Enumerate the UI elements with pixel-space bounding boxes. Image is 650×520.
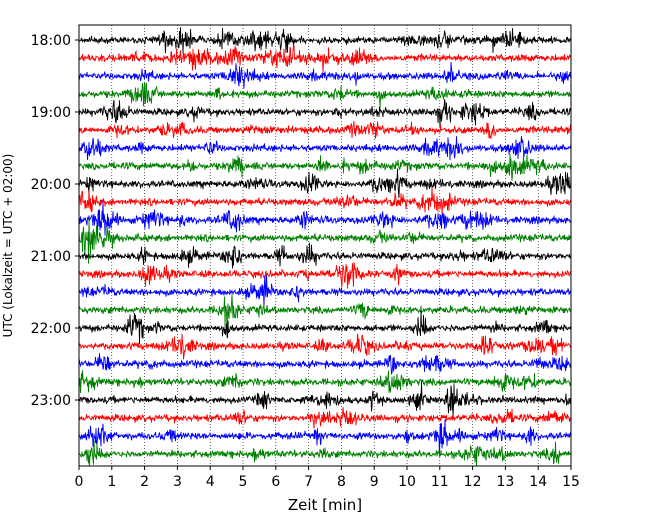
trace-group (79, 27, 571, 466)
x-tick-label: 10 (398, 474, 416, 490)
x-tick-label: 8 (337, 474, 346, 490)
y-tick-label: 19:00 (31, 105, 71, 121)
x-tick-label: 11 (431, 474, 449, 490)
seismic-trace (79, 440, 571, 466)
seismic-trace (79, 61, 571, 89)
x-axis-label: Zeit [min] (288, 496, 362, 514)
x-tick-label: 5 (239, 474, 248, 490)
x-tick-label: 0 (75, 474, 84, 490)
x-tick-label: 12 (464, 474, 482, 490)
seismic-trace (79, 219, 571, 264)
x-tick-label: 13 (496, 474, 514, 490)
seismic-trace (79, 186, 571, 214)
y-tick-label: 20:00 (31, 177, 71, 193)
seismic-trace (79, 136, 571, 161)
x-tick-label: 6 (271, 474, 280, 490)
seismic-trace (79, 294, 571, 331)
plot-frame (78, 24, 572, 467)
seismic-trace (79, 407, 571, 429)
seismic-trace (79, 200, 571, 236)
seismic-trace (79, 153, 571, 181)
x-tick-label: 9 (370, 474, 379, 490)
seismic-trace (79, 262, 571, 289)
y-tick-label: 22:00 (31, 321, 71, 337)
seismic-trace (79, 242, 571, 269)
seismic-trace (79, 82, 571, 109)
y-tick-label: 18:00 (31, 33, 71, 49)
seismic-trace (79, 120, 571, 139)
seismic-trace (79, 27, 571, 54)
x-tick-label: 1 (107, 474, 116, 490)
seismic-trace (79, 274, 571, 308)
x-tick-label: 7 (304, 474, 313, 490)
seismic-trace (79, 310, 571, 345)
x-tick-label: 14 (529, 474, 547, 490)
seismic-trace (79, 98, 571, 127)
seismic-trace (79, 168, 571, 198)
x-tick-label: 2 (140, 474, 149, 490)
seismic-trace (79, 381, 571, 418)
y-axis-label: UTC (Lokalzeit = UTC + 02:00) (1, 154, 15, 338)
y-tick-label: 21:00 (31, 249, 71, 265)
seismic-trace (79, 353, 571, 375)
seismic-trace (79, 333, 571, 360)
y-tick-label: 23:00 (31, 393, 71, 409)
seismic-trace (79, 419, 571, 456)
y-axis-ticks: 18:00 19:00 20:00 21:00 22:00 23:00 (31, 33, 79, 409)
seismic-trace (79, 370, 571, 394)
x-tick-label: 3 (173, 474, 182, 490)
x-axis-ticks: 0 1 2 3 4 5 6 7 8 9 10 11 12 13 14 15 (75, 466, 580, 490)
x-tick-label: 4 (206, 474, 215, 490)
x-tick-label: 15 (562, 474, 580, 490)
seismic-trace (79, 44, 571, 73)
